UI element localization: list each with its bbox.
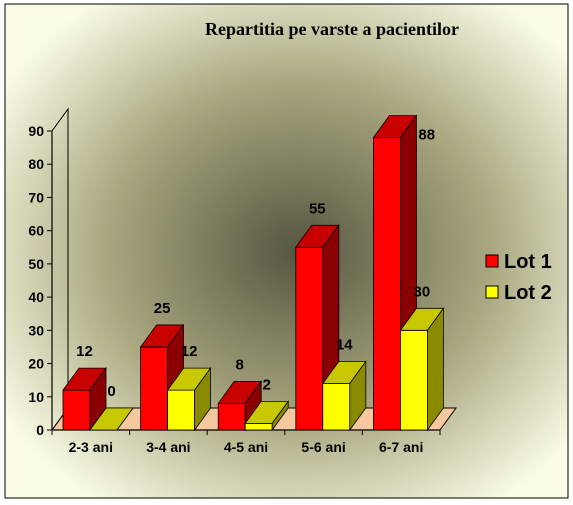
bar-front	[167, 389, 196, 431]
data-label: 55	[309, 200, 326, 217]
data-label: 8	[236, 356, 244, 373]
x-tick-label: 3-4 ani	[146, 439, 190, 455]
bar-front	[244, 422, 273, 431]
bar-front	[62, 389, 91, 431]
bar-front	[399, 329, 428, 431]
data-label: 88	[418, 127, 435, 144]
legend-label: Lot 2	[504, 282, 552, 304]
data-label: 12	[76, 343, 93, 360]
data-label: 0	[107, 383, 115, 400]
x-tick-label: 5-6 ani	[301, 439, 345, 455]
bar-front	[372, 137, 401, 431]
data-label: 12	[181, 343, 198, 360]
legend-swatch	[485, 254, 499, 268]
x-tick-label: 4-5 ani	[224, 439, 268, 455]
y-tick-label: 80	[28, 156, 44, 172]
legend: Lot 1 Lot 2	[485, 251, 552, 304]
y-tick-label: 40	[28, 289, 44, 305]
data-label: 14	[336, 336, 353, 353]
bar-side	[271, 400, 289, 432]
y-tick-label: 20	[28, 356, 44, 372]
legend-label: Lot 1	[504, 251, 552, 273]
bar	[244, 400, 289, 432]
data-label: 25	[154, 300, 171, 317]
bar	[322, 360, 367, 432]
bar-side	[349, 360, 367, 432]
bar-front	[295, 246, 324, 431]
y-tick-label: 70	[28, 189, 44, 205]
bar-side	[116, 407, 134, 431]
x-tick-label: 2-3 ani	[69, 439, 113, 455]
y-tick-label: 10	[28, 389, 44, 405]
bar-front	[140, 346, 169, 431]
y-tick-label: 0	[36, 422, 44, 438]
bar-front	[217, 403, 246, 431]
x-tick-label: 6-7 ani	[379, 439, 423, 455]
bar-front	[322, 383, 351, 431]
y-tick-label: 30	[28, 322, 44, 338]
legend-swatch	[485, 285, 499, 299]
bar	[399, 307, 445, 432]
data-label: 30	[414, 283, 431, 300]
bar-side	[426, 307, 444, 432]
bar-side	[194, 366, 212, 432]
bar	[62, 366, 107, 432]
data-label: 2	[263, 376, 271, 393]
bar	[166, 366, 212, 432]
chart-title: Repartitia pe varste a pacientilor	[205, 19, 459, 39]
y-tick-label: 60	[28, 223, 44, 239]
y-tick-label: 90	[28, 123, 44, 139]
bar	[89, 407, 134, 431]
y-tick-label: 50	[28, 256, 44, 272]
